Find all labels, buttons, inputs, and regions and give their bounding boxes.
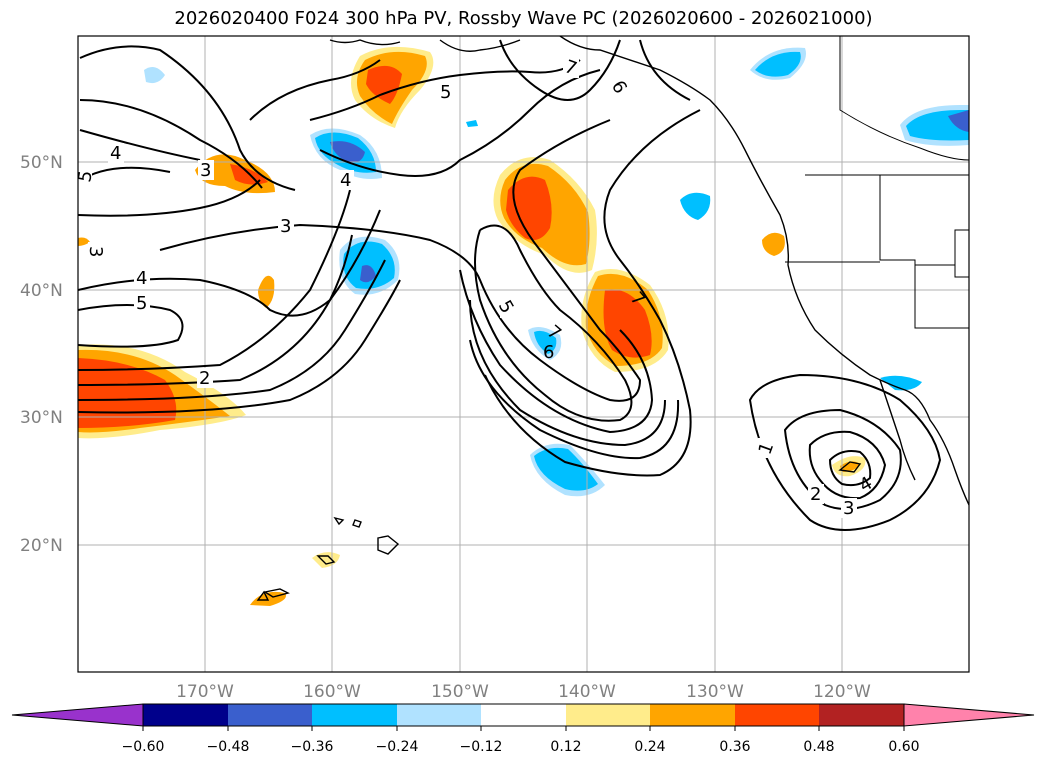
colorbar-ticks xyxy=(142,726,905,731)
colorbar-segment xyxy=(143,704,228,726)
contour-label-5: 5 xyxy=(74,169,97,184)
political-borders xyxy=(785,36,969,329)
lon-label: 150°W xyxy=(431,682,489,702)
coastlines xyxy=(256,36,969,601)
colorbar-outline xyxy=(142,703,905,727)
colorbar-tick-label: −0.60 xyxy=(122,739,165,755)
lat-label: 50°N xyxy=(20,153,63,173)
contour-label-4: 4 xyxy=(136,268,147,289)
colorbar-segment xyxy=(312,704,397,726)
pv-contours xyxy=(78,39,942,531)
colorbar-tick-label: −0.48 xyxy=(207,739,250,755)
lat-label: 40°N xyxy=(20,281,63,301)
colorbar-segment xyxy=(228,704,312,726)
colorbar-segments xyxy=(11,703,1035,727)
contour-label-4: 4 xyxy=(110,143,121,164)
contour-label-5: 5 xyxy=(440,82,451,103)
colorbar-segment xyxy=(566,704,650,726)
contour-label-5: 5 xyxy=(136,293,147,314)
colorbar-extend-high xyxy=(903,703,1035,727)
colorbar-segment xyxy=(650,704,735,726)
colorbar-segment xyxy=(735,704,819,726)
map-frame xyxy=(77,35,970,673)
colorbar-tick-label: 0.24 xyxy=(634,739,665,755)
lon-label: 170°W xyxy=(176,682,234,702)
contour-label-4: 4 xyxy=(340,170,351,191)
contour-label-6: 6 xyxy=(543,342,554,363)
colorbar-tick-label: 0.12 xyxy=(550,739,581,755)
lon-label: 160°W xyxy=(303,682,361,702)
colorbar-tick-label: −0.36 xyxy=(291,739,334,755)
lon-label: 120°W xyxy=(813,682,871,702)
contour-label-3: 3 xyxy=(200,160,211,181)
colorbar-tick-label: 0.60 xyxy=(888,739,919,755)
map-title: 2026020400 F024 300 hPa PV, Rossby Wave … xyxy=(174,8,873,29)
contour-label-3: 3 xyxy=(85,246,106,257)
latitude-labels: 50°N 40°N 30°N 20°N xyxy=(20,153,63,556)
colorbar-segment xyxy=(397,704,481,726)
lon-label: 130°W xyxy=(686,682,744,702)
colorbar-tick-labels: −0.60 −0.48 −0.36 −0.24 −0.12 0.12 0.24 … xyxy=(122,739,920,755)
longitude-labels: 170°W 160°W 150°W 140°W 130°W 120°W xyxy=(176,682,871,702)
lat-label: 30°N xyxy=(20,408,63,428)
pv-anomaly-shading xyxy=(78,46,969,606)
colorbar-segment xyxy=(481,704,566,726)
map-plot-area: 4 5 3 3 5 4 4 5 2 3 5 6 7 7 7 xyxy=(74,36,969,672)
contour-label-2: 2 xyxy=(199,368,210,389)
contour-label-2: 2 xyxy=(810,484,821,505)
colorbar-tick-label: 0.48 xyxy=(803,739,834,755)
colorbar-tick-label: −0.12 xyxy=(460,739,503,755)
colorbar-tick-label: −0.24 xyxy=(376,739,419,755)
colorbar-segment xyxy=(819,704,904,726)
contour-label-3: 3 xyxy=(280,216,291,237)
lon-label: 140°W xyxy=(558,682,616,702)
colorbar: −0.60 −0.48 −0.36 −0.24 −0.12 0.12 0.24 … xyxy=(11,703,1035,755)
map-gridlines xyxy=(78,36,969,672)
contour-label-3: 3 xyxy=(843,498,854,519)
lat-label: 20°N xyxy=(20,536,63,556)
colorbar-extend-low xyxy=(11,703,144,727)
colorbar-tick-label: 0.36 xyxy=(719,739,750,755)
